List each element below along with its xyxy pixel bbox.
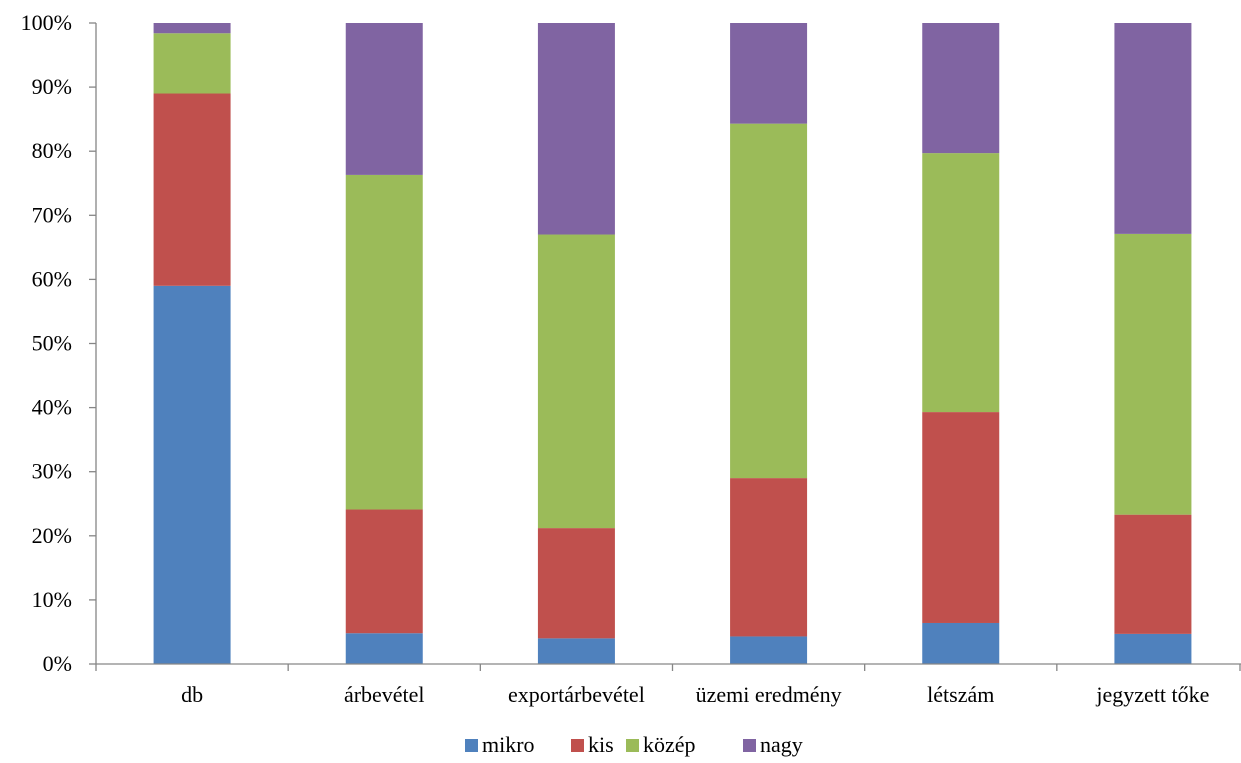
legend-swatch-nagy (743, 739, 756, 752)
y-tick-label: 90% (32, 74, 72, 99)
bar-area (153, 23, 1192, 664)
legend-label-kis: kis (588, 732, 614, 757)
bar-nagy-1 (345, 23, 423, 175)
bar-kis-3 (730, 478, 808, 637)
bar-nagy-3 (730, 23, 808, 124)
bar-mikro-4 (922, 622, 1000, 664)
y-tick-label: 30% (32, 459, 72, 484)
legend-label-mikro: mikro (482, 732, 535, 757)
bar-kis-0 (153, 93, 231, 286)
y-tick-label: 40% (32, 395, 72, 420)
x-category-label: jegyzett tőke (1095, 682, 1209, 707)
bar-közép-1 (345, 174, 423, 510)
bar-mikro-3 (730, 636, 808, 664)
x-category-label: létszám (927, 682, 994, 707)
bar-közép-3 (730, 123, 808, 479)
bar-kis-2 (537, 528, 615, 639)
bar-közép-4 (922, 153, 1000, 413)
y-tick-label: 100% (21, 10, 72, 35)
bar-kis-5 (1114, 514, 1192, 634)
y-tick-label: 50% (32, 331, 72, 356)
bar-közép-0 (153, 33, 231, 94)
y-axis-ticks: 0% 10% 20% 30% 40% 50% 60% 70% 80% 90% 100% (21, 10, 96, 676)
y-tick-label: 20% (32, 523, 72, 548)
y-tick-label: 10% (32, 587, 72, 612)
bar-nagy-5 (1114, 23, 1192, 234)
bar-nagy-4 (922, 23, 1000, 154)
legend-swatch-közép (626, 739, 639, 752)
x-category-label: üzemi eredmény (696, 682, 842, 707)
y-tick-label: 80% (32, 138, 72, 163)
bar-mikro-0 (153, 285, 231, 664)
y-tick-label: 60% (32, 266, 72, 291)
x-axis-labels: db árbevétel exportárbevétel üzemi eredmény… (181, 682, 1209, 707)
legend-swatch-kis (571, 739, 584, 752)
bar-kis-4 (922, 412, 1000, 623)
y-tick-label: 0% (43, 651, 72, 676)
bar-kis-1 (345, 509, 423, 634)
x-category-label: árbevétel (344, 682, 425, 707)
bar-közép-2 (537, 234, 615, 529)
legend: mikro kis közép nagy (465, 732, 803, 757)
bar-mikro-5 (1114, 633, 1192, 664)
bar-nagy-2 (537, 23, 615, 235)
bar-nagy-0 (153, 23, 231, 34)
y-tick-label: 70% (32, 202, 72, 227)
bar-mikro-2 (537, 638, 615, 664)
axes (95, 23, 1241, 671)
legend-label-nagy: nagy (760, 732, 803, 757)
legend-swatch-mikro (465, 739, 478, 752)
bar-közép-5 (1114, 233, 1192, 515)
legend-label-közép: közép (643, 732, 696, 757)
bar-mikro-1 (345, 633, 423, 664)
x-category-label: db (181, 682, 203, 707)
x-category-label: exportárbevétel (508, 682, 645, 707)
